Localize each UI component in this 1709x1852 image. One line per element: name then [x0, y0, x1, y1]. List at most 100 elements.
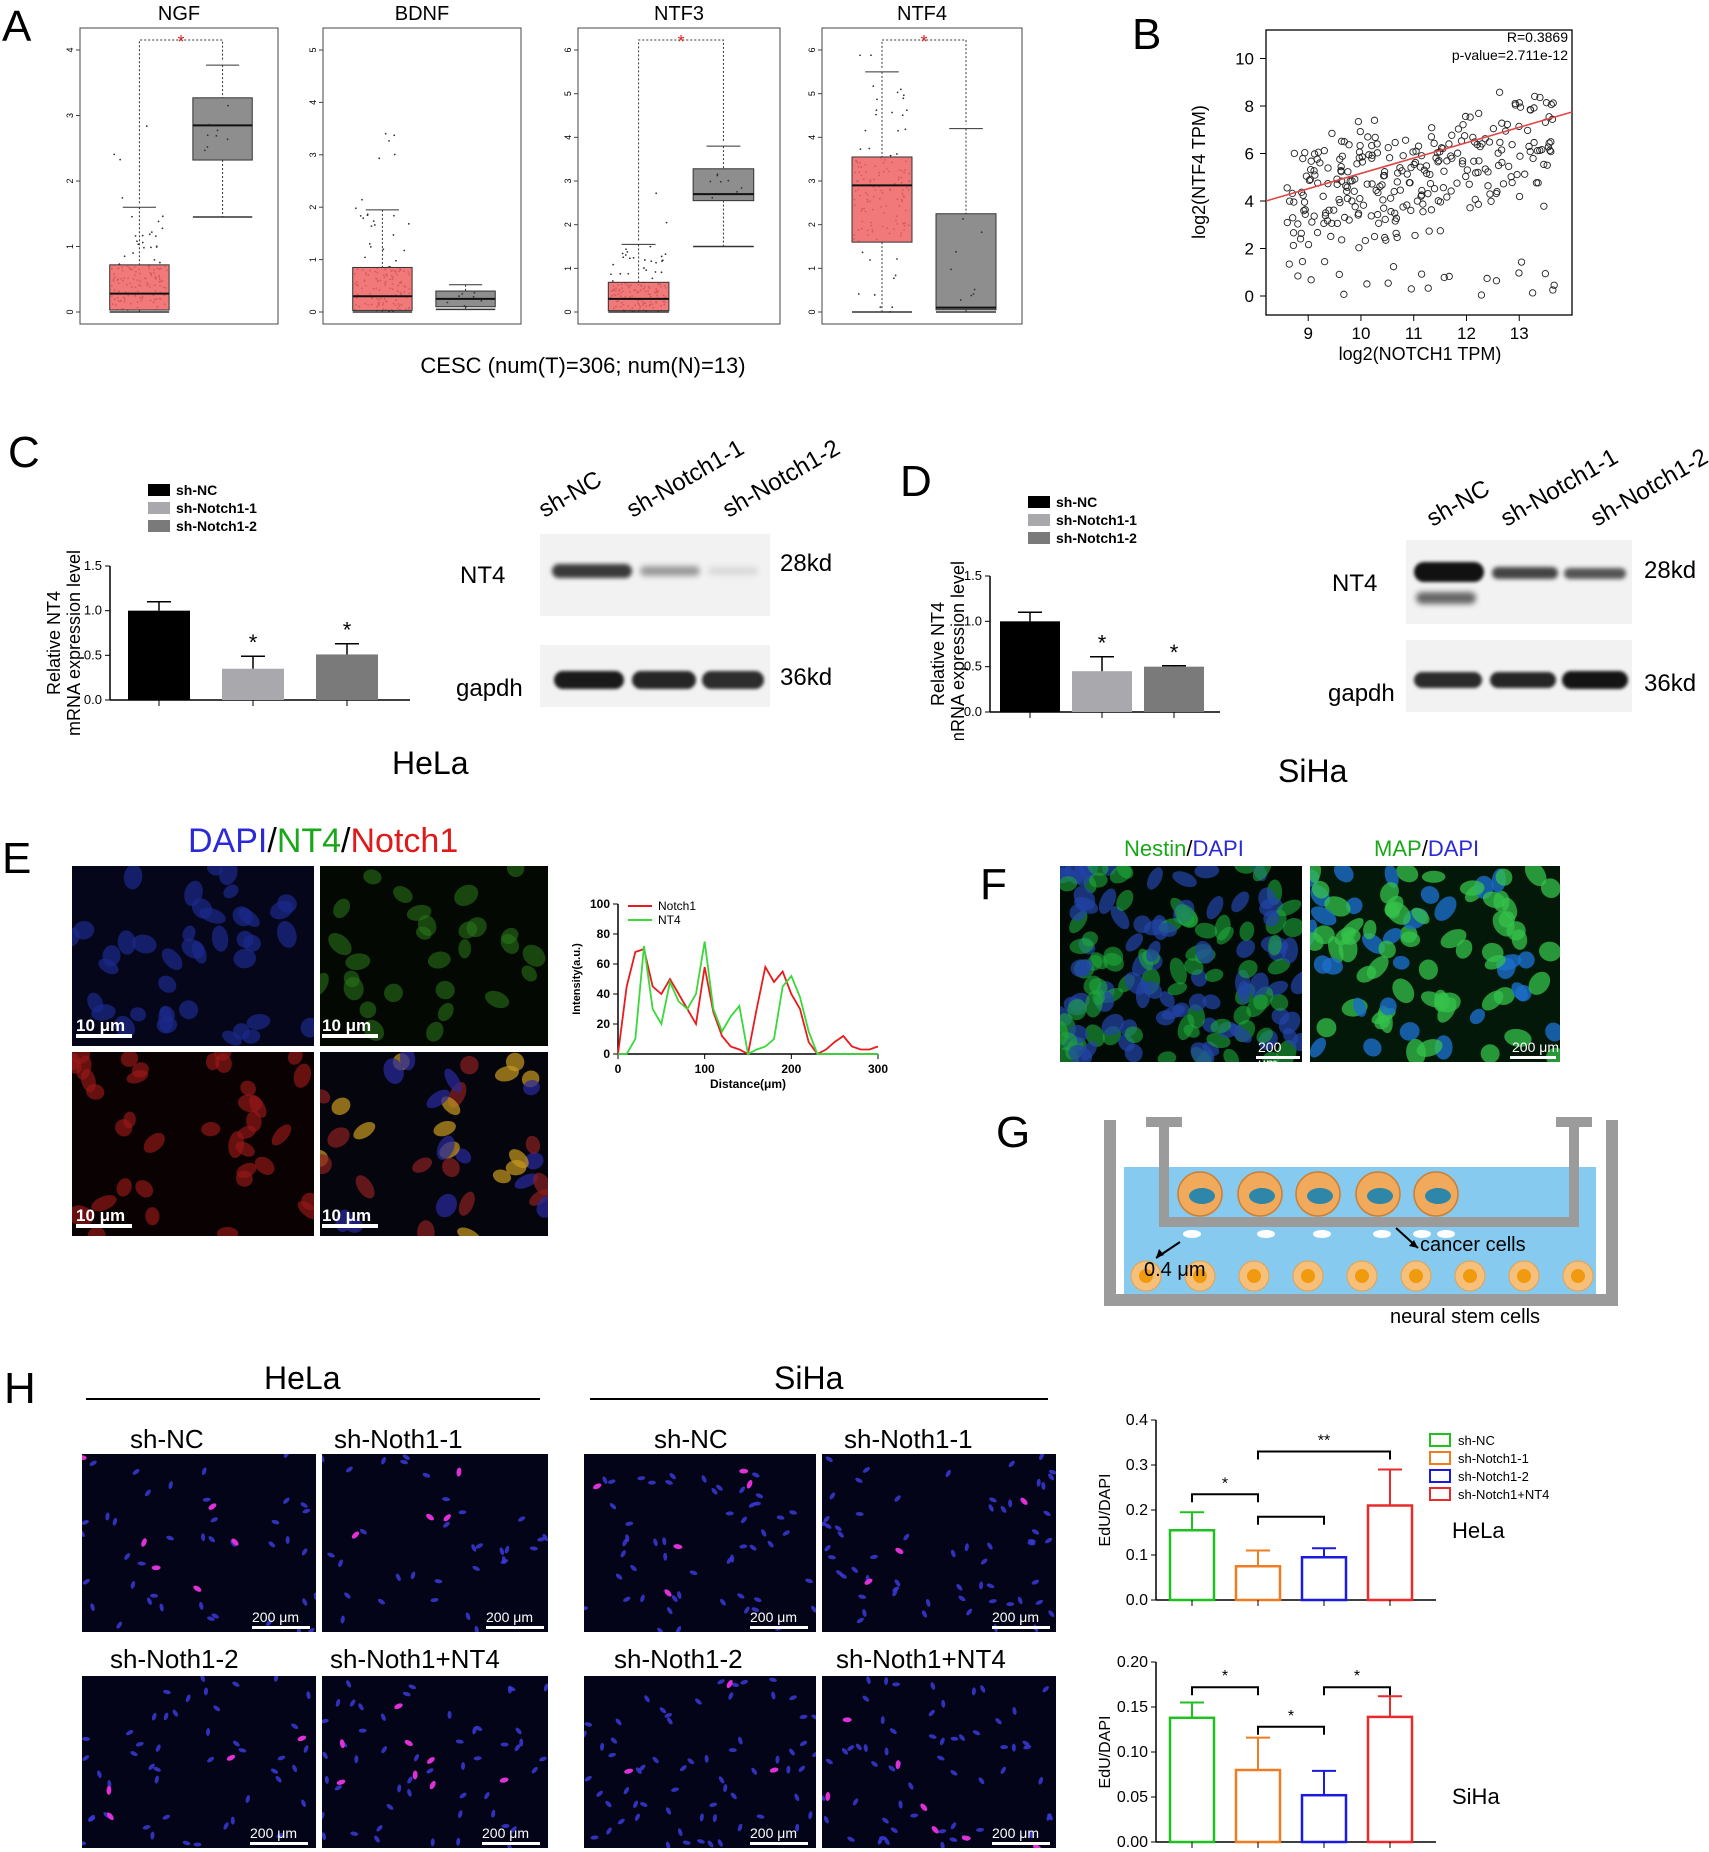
y-tick-label: 60 — [597, 957, 611, 971]
cell — [1070, 959, 1091, 978]
panel-f-title-2: MAP/DAPI — [1374, 836, 1479, 862]
scatter-point — [1345, 141, 1353, 149]
cell — [505, 1160, 527, 1176]
data-point — [461, 292, 464, 295]
y-tick-label: 1 — [807, 266, 817, 271]
cell — [191, 898, 213, 919]
tumor-box — [851, 156, 913, 243]
nucleus — [266, 1619, 273, 1627]
data-point — [141, 241, 144, 244]
nucleus — [740, 1516, 748, 1524]
nucleus — [584, 1730, 587, 1739]
edu-hela-sh-nc: 200 μm — [82, 1454, 316, 1632]
scatter-point — [1453, 179, 1461, 187]
scatter-point — [1515, 269, 1523, 277]
data-point — [628, 257, 631, 260]
cell — [1159, 991, 1175, 1008]
data-point — [904, 128, 907, 131]
nucleus — [130, 1581, 136, 1589]
nucleus — [465, 1612, 471, 1621]
nucleus — [794, 1793, 800, 1802]
cell — [1184, 958, 1204, 976]
cell — [1281, 937, 1299, 964]
hela-label-sh-noth1-1: sh-Noth1-1 — [334, 1424, 463, 1454]
nucleus — [82, 1755, 90, 1761]
nucleus — [664, 1712, 673, 1718]
data-point — [145, 125, 148, 127]
y-tick-label: 1 — [308, 257, 318, 262]
nucleus — [823, 1516, 830, 1523]
nucleus — [155, 1744, 161, 1752]
y-tick-label: 1 — [65, 244, 75, 249]
cell — [399, 1052, 416, 1071]
nucleus — [1011, 1743, 1016, 1752]
scatter-point — [1343, 183, 1351, 191]
significance-bracket — [881, 39, 967, 125]
y-tick-label: 20 — [597, 1017, 611, 1031]
cell — [1081, 931, 1098, 947]
nucleus — [82, 1530, 85, 1538]
cell — [343, 976, 364, 1001]
cancer-nucleus — [1367, 1188, 1393, 1204]
data-point — [203, 149, 206, 152]
y-tick-label: 5 — [563, 91, 573, 96]
scatter-point — [1359, 201, 1368, 209]
nucleus — [644, 1695, 650, 1703]
data-point — [393, 153, 396, 156]
scatter-point — [1373, 140, 1381, 148]
scatter-point — [1375, 219, 1383, 227]
nucleus — [380, 1713, 386, 1721]
cell — [182, 925, 196, 942]
cell — [1124, 1026, 1144, 1044]
nucleus — [607, 1479, 616, 1484]
scatter-point — [1459, 121, 1467, 129]
data-point — [148, 233, 151, 236]
data-point — [624, 254, 627, 256]
scatter-point — [1428, 124, 1436, 132]
edu-positive-nucleus — [151, 1565, 161, 1571]
y-tick-label: 6 — [563, 47, 573, 52]
data-point — [643, 267, 645, 269]
legend-label: sh-Notch1+NT4 — [1458, 1487, 1549, 1502]
significance-bracket — [1257, 1450, 1391, 1460]
scatter-point — [1530, 138, 1538, 147]
nucleus — [855, 1511, 864, 1517]
scatter-point — [1485, 138, 1494, 146]
nucleus — [718, 1776, 725, 1784]
cell — [158, 1006, 173, 1034]
nucleus — [834, 1525, 842, 1532]
cell — [191, 940, 207, 964]
scatter-point — [1401, 136, 1410, 144]
scatter-point — [1310, 167, 1318, 175]
nucleus — [949, 1837, 958, 1842]
data-point — [875, 109, 878, 112]
nucleus — [669, 1472, 676, 1480]
nucleus — [740, 1679, 748, 1685]
scatter-point — [1538, 146, 1546, 154]
scatter-point — [1417, 192, 1425, 200]
data-point — [859, 148, 862, 151]
cell — [393, 885, 413, 903]
nucleus — [107, 1780, 112, 1789]
nucleus — [130, 1751, 138, 1757]
nucleus — [677, 1591, 682, 1599]
scatter-point — [1417, 152, 1426, 160]
cell — [1167, 982, 1188, 996]
y-tick-label: 80 — [597, 927, 611, 941]
panel-label-b: B — [1132, 10, 1162, 59]
scatter-point — [1301, 210, 1309, 218]
scatter-point — [1361, 236, 1369, 245]
cell — [1400, 931, 1421, 948]
title-slash-1: / — [267, 822, 277, 860]
scatter-point — [1390, 187, 1398, 196]
nucleus — [630, 1564, 637, 1572]
scatter-point — [1344, 168, 1352, 176]
nucleus — [537, 1537, 546, 1542]
scatter-point — [1308, 218, 1316, 226]
data-point — [372, 220, 375, 223]
nucleus — [461, 1762, 466, 1771]
cell — [1501, 897, 1518, 920]
scatter-point — [1498, 119, 1506, 127]
y-tick-label: 4 — [807, 135, 817, 140]
